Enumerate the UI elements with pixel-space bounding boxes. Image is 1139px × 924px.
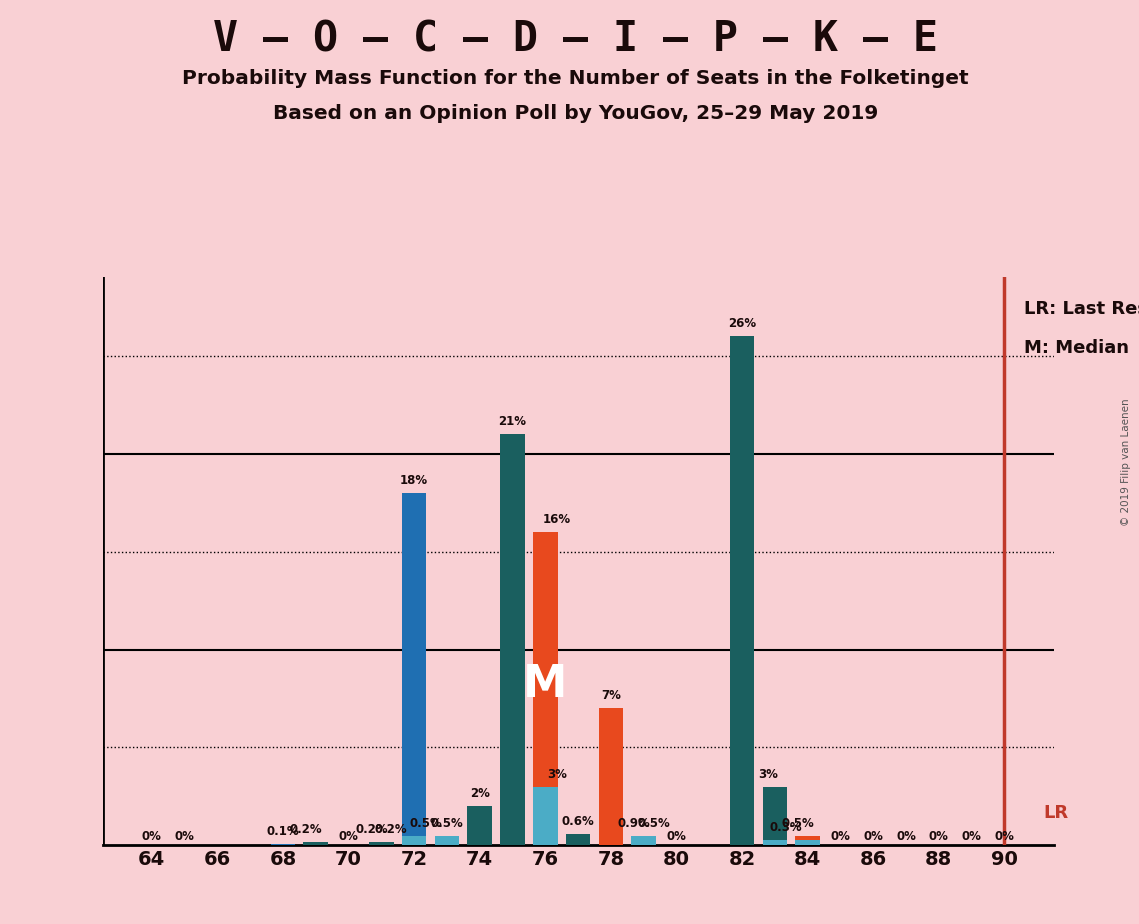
Text: 0%: 0% — [666, 830, 687, 843]
Bar — [730, 336, 754, 845]
Bar — [566, 833, 590, 845]
Bar — [598, 709, 623, 845]
Text: 0.3%: 0.3% — [770, 821, 803, 833]
Bar — [303, 842, 328, 845]
Bar — [500, 434, 525, 845]
Text: 18%: 18% — [400, 474, 428, 487]
Text: Probability Mass Function for the Number of Seats in the Folketinget: Probability Mass Function for the Number… — [182, 69, 968, 89]
Bar — [271, 844, 295, 845]
Bar — [369, 842, 394, 845]
Text: 0%: 0% — [863, 830, 883, 843]
Text: 0.5%: 0.5% — [431, 817, 464, 830]
Text: 0%: 0% — [338, 830, 359, 843]
Bar — [435, 835, 459, 845]
Text: LR: Last Result: LR: Last Result — [1024, 299, 1139, 318]
Bar — [795, 840, 820, 845]
Text: 0.5%: 0.5% — [637, 817, 670, 830]
Text: 0.5%: 0.5% — [781, 817, 814, 830]
Text: 7%: 7% — [601, 689, 621, 702]
Text: 0%: 0% — [896, 830, 916, 843]
Text: 0%: 0% — [174, 830, 195, 843]
Text: 0.2%: 0.2% — [355, 822, 387, 835]
Text: 0%: 0% — [141, 830, 162, 843]
Text: 21%: 21% — [499, 415, 526, 428]
Bar — [467, 807, 492, 845]
Text: 0.5%: 0.5% — [409, 817, 442, 830]
Text: 3%: 3% — [547, 768, 567, 781]
Text: 0.2%: 0.2% — [289, 822, 322, 835]
Text: 0.1%: 0.1% — [267, 824, 300, 838]
Text: 26%: 26% — [728, 317, 756, 330]
Text: 0%: 0% — [928, 830, 949, 843]
Bar — [762, 786, 787, 845]
Text: V – O – C – D – I – P – K – E: V – O – C – D – I – P – K – E — [213, 18, 937, 60]
Text: M: M — [523, 663, 567, 706]
Bar — [795, 835, 820, 845]
Bar — [402, 492, 426, 845]
Text: 0%: 0% — [961, 830, 982, 843]
Bar — [303, 842, 328, 845]
Text: 3%: 3% — [759, 768, 778, 781]
Text: 0.2%: 0.2% — [375, 822, 408, 835]
Bar — [402, 835, 426, 845]
Text: 0%: 0% — [994, 830, 1015, 843]
Bar — [631, 835, 656, 845]
Text: © 2019 Filip van Laenen: © 2019 Filip van Laenen — [1121, 398, 1131, 526]
Text: LR: LR — [1043, 804, 1068, 822]
Bar — [631, 835, 656, 845]
Bar — [303, 842, 328, 845]
Bar — [762, 840, 787, 845]
Bar — [369, 842, 394, 845]
Text: 2%: 2% — [469, 787, 490, 800]
Text: 0%: 0% — [830, 830, 851, 843]
Text: 16%: 16% — [542, 513, 571, 526]
Text: Based on an Opinion Poll by YouGov, 25–29 May 2019: Based on an Opinion Poll by YouGov, 25–2… — [272, 104, 878, 124]
Text: 0.9%: 0.9% — [617, 817, 650, 830]
Bar — [533, 786, 558, 845]
Bar — [435, 835, 459, 845]
Bar — [533, 532, 558, 845]
Bar — [369, 842, 394, 845]
Text: M: Median: M: Median — [1024, 339, 1129, 357]
Text: 0.6%: 0.6% — [562, 815, 595, 828]
